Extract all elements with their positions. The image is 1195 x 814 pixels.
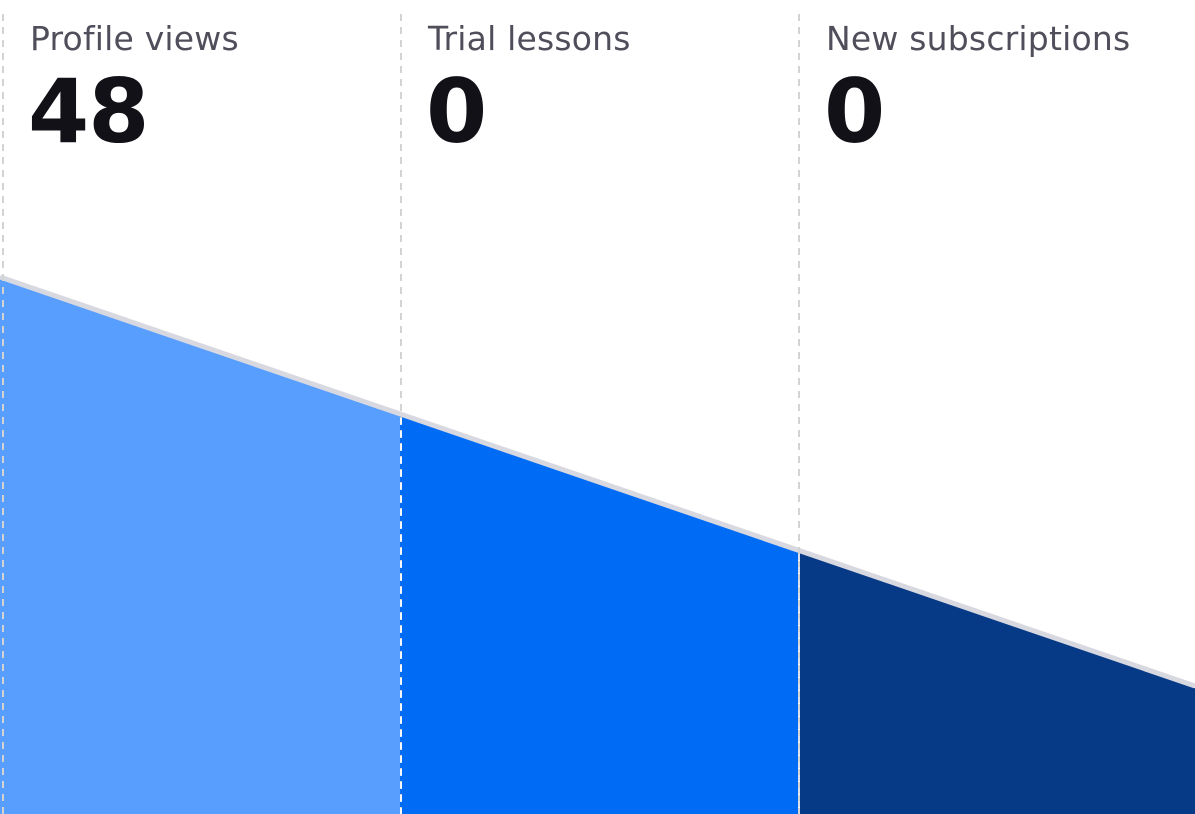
stage-value: 0 [824,60,885,163]
stage-value: 48 [28,60,149,163]
stage-label: Profile views [30,19,239,58]
stage-fill-profile-views [0,278,400,814]
stage-fill-trial-lessons [400,414,798,814]
stage-new-subscriptions[interactable]: New subscriptions 0 [796,0,1195,814]
stage-label: Trial lessons [428,19,631,58]
funnel-top-edge [0,274,1195,689]
stage-profile-views[interactable]: Profile views 48 [0,0,398,814]
stage-value: 0 [426,60,487,163]
stage-label: New subscriptions [826,19,1131,58]
stage-trial-lessons[interactable]: Trial lessons 0 [398,0,796,814]
stage-fill-new-subscriptions [798,550,1195,814]
